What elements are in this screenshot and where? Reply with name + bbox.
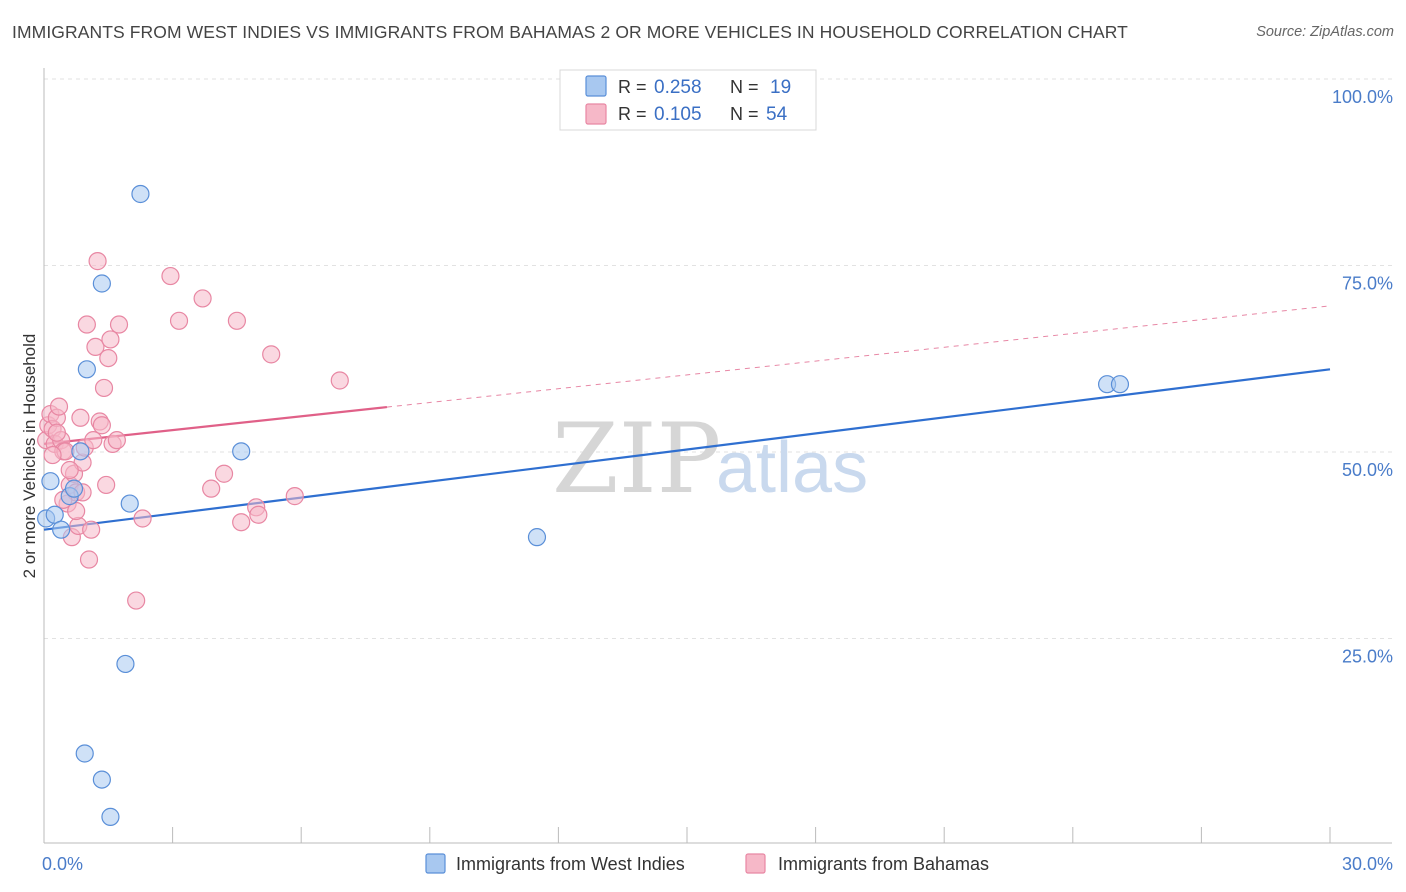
point-west-indies [131,184,150,204]
point-west-indies [41,472,60,491]
bottom-legend-swatch-west-indies [425,853,446,874]
point-west-indies [120,494,139,513]
legend-swatch-bahamas [585,103,607,125]
bottom-legend: Immigrants from West Indies Immigrants f… [425,853,989,874]
point-west-indies [527,528,547,547]
point-west-indies [1110,375,1130,394]
point-bahamas [97,475,116,495]
x-tick-labels: 0.0% 30.0% [42,854,1393,874]
y-tick-label: 25.0% [1342,647,1393,667]
point-bahamas [109,315,129,334]
legend-r-label-bahamas: R = [618,104,647,124]
point-bahamas [285,487,304,506]
legend-r-value-bahamas: 0.105 [654,104,702,125]
point-bahamas [94,378,114,398]
point-bahamas [43,445,62,465]
point-bahamas [249,505,268,524]
point-west-indies [64,479,84,498]
x-tick-label-max: 30.0% [1342,854,1393,874]
watermark-zip: ZIP [552,403,721,515]
point-bahamas [169,311,189,330]
point-bahamas [133,509,152,528]
point-bahamas [330,371,349,390]
point-bahamas [107,431,126,450]
chart-title: IMMIGRANTS FROM WEST INDIES VS IMMIGRANT… [12,22,1128,42]
y-tick-labels: 100.0% 75.0% 50.0% 25.0% [1332,87,1393,667]
point-west-indies [52,520,71,539]
point-bahamas [161,266,180,286]
point-west-indies [92,770,111,789]
legend-r-value-west-indies: 0.258 [654,77,702,98]
point-bahamas [77,315,96,334]
point-bahamas [86,337,105,357]
trendline-bahamas-dashed [386,305,1331,408]
legend-n-label-bahamas: N = [730,104,759,124]
legend-n-label-west-indies: N = [730,77,759,97]
watermark-atlas: atlas [716,428,868,508]
legend-n-value-west-indies: 19 [770,77,791,98]
point-bahamas [92,416,111,435]
point-bahamas [232,513,251,532]
point-bahamas [71,408,90,427]
point-bahamas [88,252,107,271]
bottom-legend-label-bahamas: Immigrants from Bahamas [778,854,989,874]
point-west-indies [116,654,135,674]
point-bahamas [99,349,118,368]
point-bahamas [193,289,212,308]
gridlines [44,78,1392,639]
point-bahamas [262,345,281,364]
legend-n-value-bahamas: 54 [766,104,788,125]
point-west-indies [232,442,251,461]
y-tick-label: 75.0% [1342,274,1393,294]
watermark: ZIP atlas [552,403,868,515]
x-tick-label-min: 0.0% [42,854,83,874]
point-bahamas [82,520,101,539]
point-bahamas [84,431,103,450]
point-west-indies [75,744,94,763]
point-bahamas [47,423,66,442]
point-bahamas [214,464,234,483]
y-tick-label: 100.0% [1332,87,1393,107]
legend-r-label-west-indies: R = [618,77,647,97]
bottom-legend-swatch-bahamas [745,853,766,874]
legend-swatch-west-indies [585,75,607,97]
point-west-indies [71,442,90,461]
point-bahamas [79,550,99,569]
y-tick-label: 50.0% [1342,460,1393,480]
legend-box: R = 0.258 N = 19 R = 0.105 N = 54 [559,69,817,131]
chart-source: Source: ZipAtlas.com [1256,24,1394,40]
point-west-indies [92,274,111,293]
point-bahamas [60,460,79,480]
point-bahamas [101,330,120,349]
y-axis-label: 2 or more Vehicles in Household [20,334,39,579]
point-west-indies [101,807,120,826]
bottom-legend-label-west-indies: Immigrants from West Indies [456,854,685,874]
point-bahamas [127,591,146,610]
data-points [37,184,1130,826]
point-west-indies [77,360,96,379]
point-bahamas [49,397,69,416]
point-bahamas [202,479,221,498]
point-bahamas [227,311,246,330]
